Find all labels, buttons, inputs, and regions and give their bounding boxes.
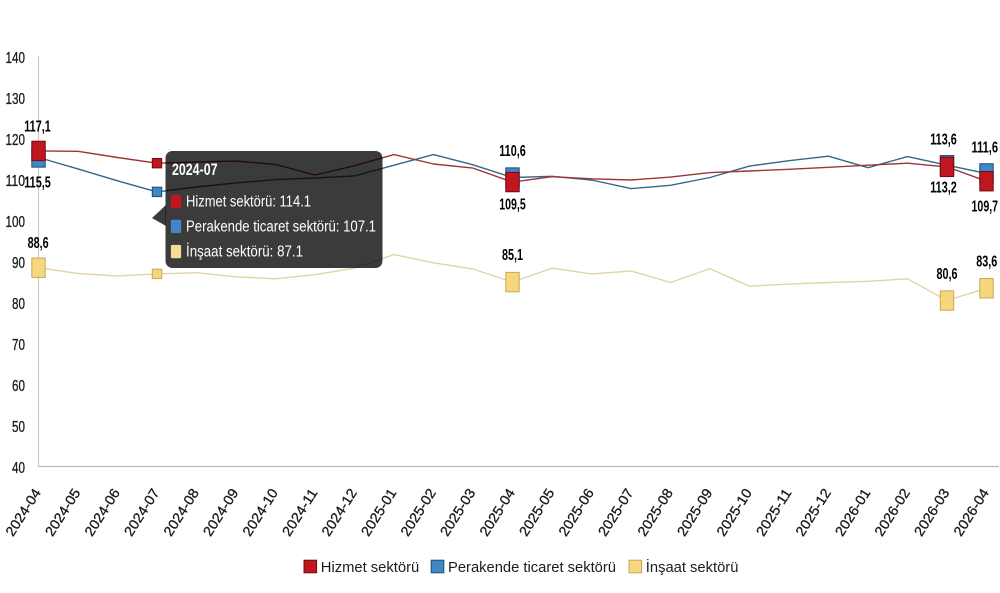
svg-text:80: 80 xyxy=(12,296,25,313)
svg-text:130: 130 xyxy=(6,91,26,108)
svg-text:70: 70 xyxy=(12,337,25,354)
svg-text:40: 40 xyxy=(12,460,25,477)
svg-text:80,6: 80,6 xyxy=(937,266,958,283)
svg-text:140: 140 xyxy=(6,50,26,67)
svg-text:117,1: 117,1 xyxy=(24,118,51,135)
svg-text:İnşaat sektörü: İnşaat sektörü xyxy=(646,558,739,576)
svg-text:110,6: 110,6 xyxy=(499,143,526,160)
svg-text:109,7: 109,7 xyxy=(972,199,999,216)
svg-text:90: 90 xyxy=(12,255,25,272)
svg-text:88,6: 88,6 xyxy=(28,235,49,252)
svg-text:113,6: 113,6 xyxy=(930,131,957,148)
svg-text:115,5: 115,5 xyxy=(24,174,51,191)
svg-text:110: 110 xyxy=(6,173,26,190)
svg-text:83,6: 83,6 xyxy=(976,253,997,270)
svg-text:100: 100 xyxy=(6,214,26,231)
svg-text:60: 60 xyxy=(12,378,25,395)
svg-text:2024-07: 2024-07 xyxy=(172,161,218,179)
svg-text:Perakende ticaret sektörü: 107: Perakende ticaret sektörü: 107.1 xyxy=(186,218,376,235)
svg-text:109,5: 109,5 xyxy=(499,197,526,214)
svg-text:113,2: 113,2 xyxy=(930,180,957,197)
svg-text:Hizmet sektörü: 114.1: Hizmet sektörü: 114.1 xyxy=(186,194,311,211)
svg-text:İnşaat sektörü: 87.1: İnşaat sektörü: 87.1 xyxy=(186,243,303,261)
svg-text:85,1: 85,1 xyxy=(502,247,523,264)
svg-text:120: 120 xyxy=(6,132,26,149)
svg-text:Hizmet sektörü: Hizmet sektörü xyxy=(321,559,419,576)
svg-text:50: 50 xyxy=(12,419,25,436)
svg-text:111,6: 111,6 xyxy=(972,139,999,156)
svg-text:Perakende ticaret sektörü: Perakende ticaret sektörü xyxy=(448,559,616,576)
